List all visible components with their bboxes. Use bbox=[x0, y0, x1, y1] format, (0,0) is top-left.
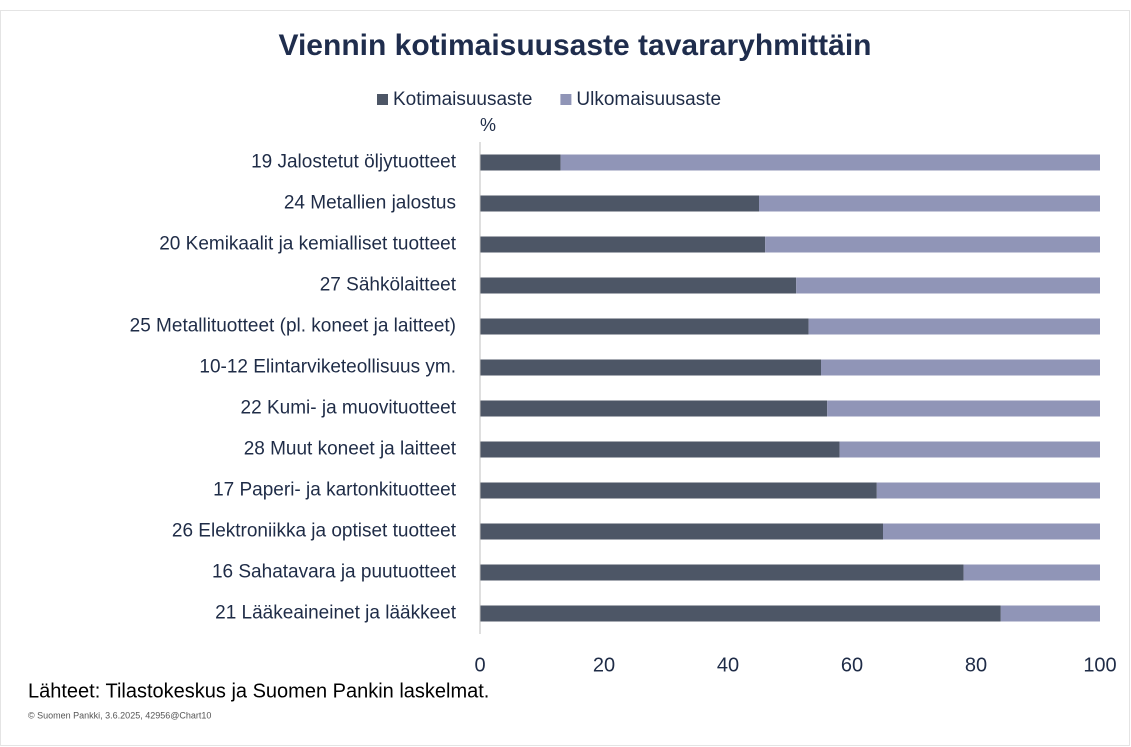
bar-segment bbox=[480, 605, 1001, 622]
y-tick-label: 28 Muut koneet ja laitteet bbox=[244, 439, 457, 460]
x-tick-label: 100 bbox=[1083, 654, 1116, 676]
bar-segment bbox=[765, 236, 1100, 253]
bar-segment bbox=[480, 482, 877, 499]
legend-label: Kotimaisuusaste bbox=[393, 89, 532, 110]
bar-segment bbox=[480, 564, 964, 581]
legend-swatch bbox=[560, 94, 572, 105]
y-tick-label: 22 Kumi- ja muovituotteet bbox=[241, 398, 457, 419]
bar-segment bbox=[480, 318, 809, 335]
bar-segment bbox=[963, 564, 1100, 581]
bar-segment bbox=[480, 195, 759, 212]
bar-segment bbox=[480, 154, 561, 171]
y-tick-label: 16 Sahatavara ja puutuotteet bbox=[212, 562, 457, 583]
bar-segment bbox=[480, 400, 828, 417]
x-tick-label: 60 bbox=[841, 654, 863, 676]
bar-segment bbox=[560, 154, 1100, 171]
y-tick-label: 26 Elektroniikka ja optiset tuotteet bbox=[172, 521, 457, 542]
y-tick-label: 19 Jalostetut öljytuotteet bbox=[251, 152, 457, 173]
legend-label: Ulkomaisuusaste bbox=[576, 89, 721, 110]
bar-segment bbox=[821, 359, 1100, 376]
x-tick-label: 80 bbox=[965, 654, 987, 676]
frame bbox=[0, 10, 1130, 746]
chart-title: Viennin kotimaisuusaste tavararyhmittäin bbox=[279, 29, 872, 62]
bar-segment bbox=[808, 318, 1100, 335]
y-tick-label: 24 Metallien jalostus bbox=[284, 193, 456, 214]
bar-segment bbox=[480, 523, 883, 540]
credit: © Suomen Pankki, 3.6.2025, 42956@Chart10 bbox=[28, 710, 211, 720]
bar-segment bbox=[876, 482, 1100, 499]
bar-segment bbox=[1000, 605, 1100, 622]
y-tick-label: 17 Paperi- ja kartonkituotteet bbox=[213, 480, 457, 501]
bar-segment bbox=[796, 277, 1100, 294]
bar-segment bbox=[480, 441, 840, 458]
bar-segment bbox=[839, 441, 1100, 458]
bar-segment bbox=[480, 236, 766, 253]
bar-segment bbox=[883, 523, 1100, 540]
x-tick-label: 0 bbox=[474, 654, 485, 676]
x-tick-label: 40 bbox=[717, 654, 739, 676]
bar-segment bbox=[827, 400, 1100, 417]
y-tick-label: 20 Kemikaalit ja kemialliset tuotteet bbox=[159, 234, 456, 255]
y-tick-label: 10-12 Elintarviketeollisuus ym. bbox=[199, 357, 456, 378]
legend-swatch bbox=[377, 94, 388, 105]
axis-unit: % bbox=[480, 115, 496, 135]
y-tick-label: 21 Lääkeaineinet ja lääkkeet bbox=[215, 603, 457, 624]
bar-segment bbox=[480, 359, 821, 376]
y-tick-label: 27 Sähkölaitteet bbox=[320, 275, 457, 296]
bar-segment bbox=[480, 277, 797, 294]
bar-segment bbox=[759, 195, 1100, 212]
x-tick-label: 20 bbox=[593, 654, 615, 676]
y-tick-label: 25 Metallituotteet (pl. koneet ja laitte… bbox=[130, 316, 456, 337]
source: Lähteet: Tilastokeskus ja Suomen Pankin … bbox=[28, 680, 489, 702]
